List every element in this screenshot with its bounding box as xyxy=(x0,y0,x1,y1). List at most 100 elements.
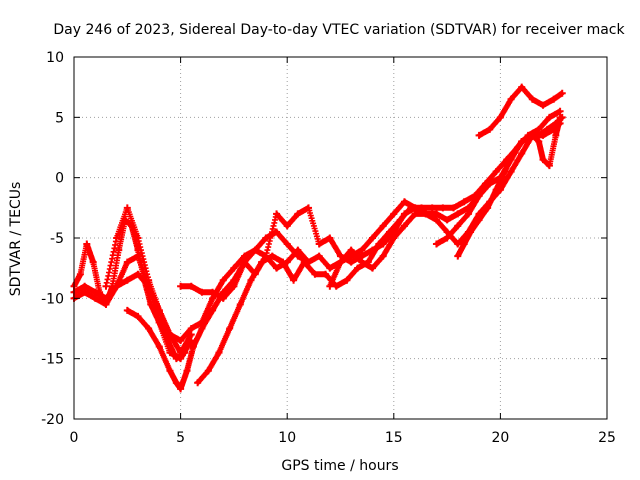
data-point xyxy=(219,276,227,284)
data-point xyxy=(177,385,185,393)
data-point xyxy=(155,306,163,314)
data-point xyxy=(558,89,566,97)
data-point xyxy=(475,216,483,224)
data-point xyxy=(509,150,517,158)
data-point xyxy=(123,276,131,284)
data-point xyxy=(411,210,419,218)
data-point xyxy=(102,282,110,290)
data-point xyxy=(432,210,440,218)
data-point xyxy=(172,379,180,387)
data-point xyxy=(215,349,223,357)
data-point xyxy=(147,300,155,308)
data-point xyxy=(460,198,468,206)
data-point xyxy=(81,288,89,296)
data-point xyxy=(535,131,543,139)
data-point xyxy=(209,306,217,314)
data-point xyxy=(177,282,185,290)
y-tick-label: -5 xyxy=(50,231,64,247)
data-point xyxy=(539,101,547,109)
data-point xyxy=(204,367,212,375)
x-tick-label: 20 xyxy=(491,430,509,446)
data-point xyxy=(247,276,255,284)
data-point xyxy=(198,288,206,296)
data-point xyxy=(290,276,298,284)
data-point xyxy=(209,294,217,302)
data-point xyxy=(407,204,415,212)
data-point xyxy=(422,210,430,218)
data-point xyxy=(219,294,227,302)
data-point xyxy=(343,276,351,284)
data-point xyxy=(322,270,330,278)
data-point xyxy=(552,131,560,139)
data-point xyxy=(390,210,398,218)
data-point xyxy=(268,252,276,260)
data-point xyxy=(518,137,526,145)
data-point xyxy=(526,131,534,139)
data-point xyxy=(354,264,362,272)
data-point xyxy=(96,288,104,296)
data-point xyxy=(496,113,504,121)
data-point xyxy=(518,83,526,91)
data-point xyxy=(91,294,99,302)
y-tick-label: -15 xyxy=(41,352,64,368)
data-point xyxy=(145,276,153,284)
data-point xyxy=(83,240,91,248)
series-track-7 xyxy=(194,107,564,387)
data-point xyxy=(460,240,468,248)
data-point xyxy=(486,180,494,188)
x-tick-label: 15 xyxy=(385,430,403,446)
data-point xyxy=(556,107,564,115)
data-point xyxy=(102,300,110,308)
data-point xyxy=(432,240,440,248)
data-point xyxy=(396,216,404,224)
data-point xyxy=(443,216,451,224)
data-point xyxy=(198,325,206,332)
data-point xyxy=(76,270,84,278)
data-point xyxy=(187,282,195,290)
data-point xyxy=(226,325,234,332)
data-point xyxy=(528,95,536,103)
data-point xyxy=(123,204,131,212)
data-point xyxy=(550,95,558,103)
data-point xyxy=(464,210,472,218)
data-point xyxy=(315,240,323,248)
data-point xyxy=(183,367,191,375)
data-point xyxy=(166,331,174,339)
data-point xyxy=(230,264,238,272)
data-point xyxy=(194,379,202,387)
data-point xyxy=(539,156,547,164)
data-point xyxy=(108,282,116,290)
data-point xyxy=(89,258,97,266)
data-point xyxy=(535,137,543,145)
data-point xyxy=(134,234,142,242)
data-point xyxy=(543,125,551,133)
data-point xyxy=(294,252,302,260)
y-tick-label: -20 xyxy=(41,412,64,428)
data-point xyxy=(337,258,344,266)
data-point xyxy=(177,337,185,345)
data-point xyxy=(501,168,509,176)
data-point xyxy=(347,258,355,266)
data-point xyxy=(428,204,436,212)
data-point xyxy=(273,210,281,218)
data-point xyxy=(326,282,334,290)
data-point xyxy=(379,222,387,230)
data-point xyxy=(467,228,475,236)
y-tick-label: -10 xyxy=(41,291,64,307)
data-point xyxy=(279,258,287,266)
x-tick-label: 5 xyxy=(176,430,185,446)
data-point xyxy=(368,264,376,272)
data-point xyxy=(475,192,483,200)
x-tick-label: 0 xyxy=(70,430,79,446)
data-point xyxy=(134,312,142,320)
data-point xyxy=(315,252,323,260)
data-point xyxy=(166,367,174,375)
data-point xyxy=(283,222,291,230)
data-point xyxy=(454,240,462,248)
x-tick-label: 10 xyxy=(278,430,296,446)
data-point xyxy=(400,222,408,230)
data-point xyxy=(492,186,500,194)
y-tick-label: 10 xyxy=(46,50,64,66)
